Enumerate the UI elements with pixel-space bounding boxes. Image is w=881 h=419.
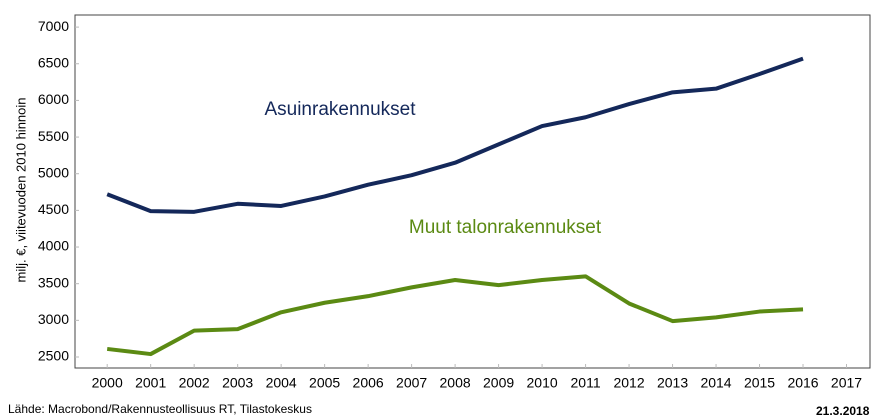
x-tick-label: 2007 — [396, 375, 427, 391]
y-tick-label: 7000 — [38, 18, 69, 34]
y-tick-label: 5500 — [38, 128, 69, 144]
x-tick-label: 2005 — [309, 375, 340, 391]
series-label: Muut talonrakennukset — [409, 217, 602, 238]
y-tick-label: 3500 — [38, 274, 69, 290]
y-tick-label: 3000 — [38, 311, 69, 327]
date: 21.3.2018 — [816, 404, 870, 418]
y-axis-label: milj. €, viitevuoden 2010 hinnoin — [13, 97, 28, 282]
x-tick-label: 2002 — [179, 375, 210, 391]
series-label: Asuinrakennukset — [264, 99, 416, 120]
source: Lähde: Macrobond/Rakennusteollisuus RT, … — [8, 402, 312, 416]
y-tick-label: 6000 — [38, 91, 69, 107]
x-tick-label: 2001 — [135, 375, 166, 391]
series-line — [106, 56, 804, 214]
x-tick-label: 2000 — [92, 375, 123, 391]
x-tick-label: 2013 — [657, 375, 688, 391]
y-tick-label: 2500 — [38, 348, 69, 364]
plot-frame — [74, 14, 871, 369]
x-tick-label: 2011 — [571, 375, 601, 391]
y-tick-label: 4500 — [38, 201, 69, 217]
x-tick-label: 2004 — [266, 375, 297, 391]
y-tick-label: 6500 — [38, 54, 69, 70]
x-tick-label: 2006 — [353, 375, 384, 391]
series-line — [106, 274, 804, 357]
x-tick-label: 2010 — [527, 375, 558, 391]
y-tick-label: 5000 — [38, 164, 69, 180]
x-tick-label: 2016 — [787, 375, 818, 391]
x-tick-label: 2003 — [222, 375, 253, 391]
y-tick-label: 4000 — [38, 238, 69, 254]
x-tick-label: 2015 — [744, 375, 775, 391]
x-tick-label: 2014 — [700, 375, 731, 391]
x-tick-label: 2009 — [483, 375, 514, 391]
x-tick-label: 2012 — [613, 375, 644, 391]
x-tick-label: 2008 — [440, 375, 471, 391]
x-tick-label: 2017 — [831, 375, 862, 391]
